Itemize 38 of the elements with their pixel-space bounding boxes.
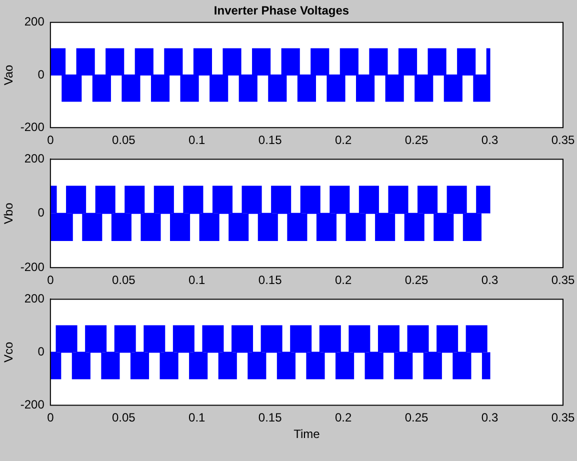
y-tick-label: 0	[38, 206, 45, 220]
y-tick-label: -200	[20, 260, 45, 274]
x-tick-label: 0.1	[188, 273, 206, 288]
x-tick-label: 0.25	[404, 273, 429, 288]
x-axis-title: Time	[294, 427, 320, 442]
y-axis-title: Vao	[2, 64, 16, 86]
x-tick-label: 0.25	[404, 410, 429, 425]
x-tick-label: 0.35	[551, 133, 575, 148]
x-tick-label: 0.15	[258, 273, 282, 288]
y-tick-label: -200	[20, 120, 45, 134]
x-tick-label: 0.35	[551, 410, 575, 425]
y-axis-title: Vbo	[2, 202, 16, 224]
y-tick-label: -200	[20, 398, 45, 412]
x-tick-label: 0.05	[112, 133, 136, 148]
x-tick-label: 0.05	[112, 273, 136, 288]
x-tick-label: 0.2	[334, 273, 352, 288]
x-tick-label: 0	[47, 410, 54, 425]
x-tick-label: 0.2	[334, 410, 352, 425]
x-tick-label: 0.3	[481, 410, 498, 425]
y-tick-label: 200	[24, 14, 45, 29]
y-tick-label: 200	[24, 292, 45, 306]
x-tick-label: 0.15	[258, 410, 282, 425]
x-tick-label: 0.3	[481, 273, 498, 288]
chart-title: Inverter Phase Voltages	[214, 4, 350, 18]
x-tick-label: 0	[47, 273, 54, 288]
x-tick-label: 0.05	[112, 410, 136, 425]
y-tick-label: 0	[38, 344, 45, 359]
x-tick-label: 0.35	[551, 273, 575, 288]
y-tick-label: 0	[38, 67, 45, 82]
x-tick-label: 0.3	[481, 133, 498, 148]
y-tick-label: 200	[24, 152, 45, 166]
x-tick-label: 0.15	[258, 133, 282, 148]
y-axis-title: Vco	[2, 342, 16, 363]
x-tick-label: 0.25	[404, 133, 429, 148]
x-tick-label: 0	[47, 133, 54, 148]
x-tick-label: 0.1	[188, 133, 206, 148]
x-tick-label: 0.1	[188, 410, 206, 425]
x-tick-label: 0.2	[334, 133, 352, 148]
